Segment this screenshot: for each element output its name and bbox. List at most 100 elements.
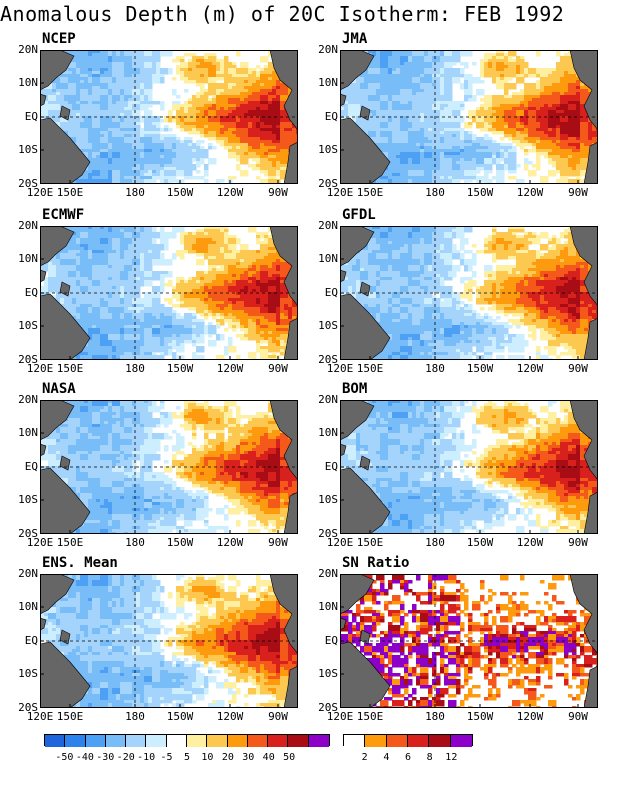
longitude-label: 150W <box>466 362 494 375</box>
land-mass <box>340 117 391 184</box>
land-mass <box>569 574 598 655</box>
colorbar-swatch <box>207 735 228 747</box>
land-mass <box>340 574 375 615</box>
land-mass <box>40 443 47 457</box>
longitude-label: 120W <box>516 186 544 199</box>
land-mass <box>59 105 71 121</box>
map-field <box>40 574 298 708</box>
longitude-label: 150E <box>356 362 384 375</box>
longitude-label: 150W <box>166 186 194 199</box>
latitude-label: 10N <box>18 252 38 265</box>
land-mass <box>583 317 598 360</box>
land-mass <box>40 50 75 91</box>
map-field <box>340 50 598 184</box>
land-mass <box>340 93 347 107</box>
land-mass <box>340 400 375 441</box>
land-mass <box>340 641 391 708</box>
land-mass <box>40 400 75 441</box>
latitude-label: 10N <box>318 426 338 439</box>
longitude-label: 120E <box>26 536 54 549</box>
panel-label: ECMWF <box>42 207 85 223</box>
land-mass <box>40 293 91 360</box>
map-field <box>40 50 298 184</box>
land-mass <box>40 93 47 107</box>
land-mass <box>269 50 298 131</box>
map-panel: BOM 20N 10N EQ 10S 20S 120E 150E 180 150W 120W 90W <box>318 381 598 549</box>
map-field <box>40 226 298 360</box>
colorbar-label: -20 <box>116 752 135 763</box>
longitude-label: 120E <box>326 186 354 199</box>
longitude-label: 90W <box>568 186 588 199</box>
panel-label: ENS. Mean <box>42 555 118 571</box>
longitude-label: 90W <box>568 362 588 375</box>
land-mass <box>569 400 598 481</box>
land-mass <box>340 226 375 267</box>
colorbar-swatch <box>105 735 127 747</box>
colorbar-swatch <box>268 735 289 747</box>
latitude-label: 20N <box>18 567 38 580</box>
land-mass <box>340 443 347 457</box>
land-mass <box>269 226 298 307</box>
longitude-label: 180 <box>425 186 445 199</box>
colorbar-label: 30 <box>242 752 255 763</box>
map-panel: ECMWF 20N 10N EQ 10S 20S 120E 150E 180 150W 120W 90… <box>18 207 298 375</box>
longitude-label: 150E <box>356 186 384 199</box>
latitude-label: 10N <box>18 600 38 613</box>
latitude-label: 10S <box>318 143 338 156</box>
longitude-label: 180 <box>125 710 145 723</box>
colorbar-label: 50 <box>283 752 296 763</box>
longitude-label: 150E <box>356 710 384 723</box>
latitude-label: 20N <box>318 393 338 406</box>
colorbar-swatch <box>386 735 408 747</box>
land-mass <box>59 455 71 471</box>
land-mass <box>583 665 598 708</box>
colorbar-swatch <box>65 735 86 747</box>
land-mass <box>359 105 371 121</box>
longitude-label: 180 <box>125 536 145 549</box>
longitude-label: 90W <box>268 710 288 723</box>
colorbar-label: -50 <box>55 752 74 763</box>
map-field <box>340 226 598 360</box>
longitude-label: 150E <box>56 536 84 549</box>
latitude-label: EQ <box>24 634 38 647</box>
latitude-label: 20S <box>318 353 338 366</box>
colorbar-label: -30 <box>96 752 115 763</box>
colorbar-swatch <box>407 735 430 747</box>
colorbar-label: 20 <box>221 752 234 763</box>
map-panel: NASA 20N 10N EQ 10S 20S 120E 150E 180 150W 120W 90W <box>18 381 298 549</box>
latitude-label: EQ <box>324 110 338 123</box>
longitude-label: 150E <box>56 186 84 199</box>
land-mass <box>340 617 347 631</box>
colorbar-label: -5 <box>160 752 173 763</box>
longitude-label: 150W <box>166 362 194 375</box>
longitude-label: 150W <box>166 536 194 549</box>
colorbar-swatch <box>146 735 167 747</box>
longitude-label: 180 <box>125 186 145 199</box>
colorbar-swatch <box>166 735 187 747</box>
colorbar-swatch <box>186 735 208 747</box>
panel-label: NCEP <box>42 31 76 47</box>
land-mass <box>40 467 91 534</box>
land-mass <box>583 141 598 184</box>
longitude-label: 120W <box>216 536 244 549</box>
colorbar-swatch <box>308 735 329 747</box>
panel-label: GFDL <box>342 207 376 223</box>
longitude-label: 150W <box>466 710 494 723</box>
longitude-label: 90W <box>568 710 588 723</box>
longitude-label: 120W <box>216 710 244 723</box>
colorbar-label: 8 <box>426 752 433 763</box>
map-field <box>40 400 298 534</box>
colorbar-swatch <box>450 735 472 747</box>
panel-label: BOM <box>342 381 368 397</box>
colorbar-swatch <box>85 735 106 747</box>
longitude-label: 180 <box>425 710 445 723</box>
colorbar-swatch <box>344 735 366 747</box>
land-mass <box>359 281 371 297</box>
latitude-label: 10S <box>18 319 38 332</box>
longitude-label: 180 <box>425 536 445 549</box>
colorbar-label: 12 <box>445 752 458 763</box>
latitude-label: 10S <box>318 667 338 680</box>
snratio-colorbar <box>343 734 473 747</box>
figure-title: Anomalous Depth (m) of 20C Isotherm: FEB… <box>0 2 565 26</box>
longitude-label: 120E <box>26 186 54 199</box>
